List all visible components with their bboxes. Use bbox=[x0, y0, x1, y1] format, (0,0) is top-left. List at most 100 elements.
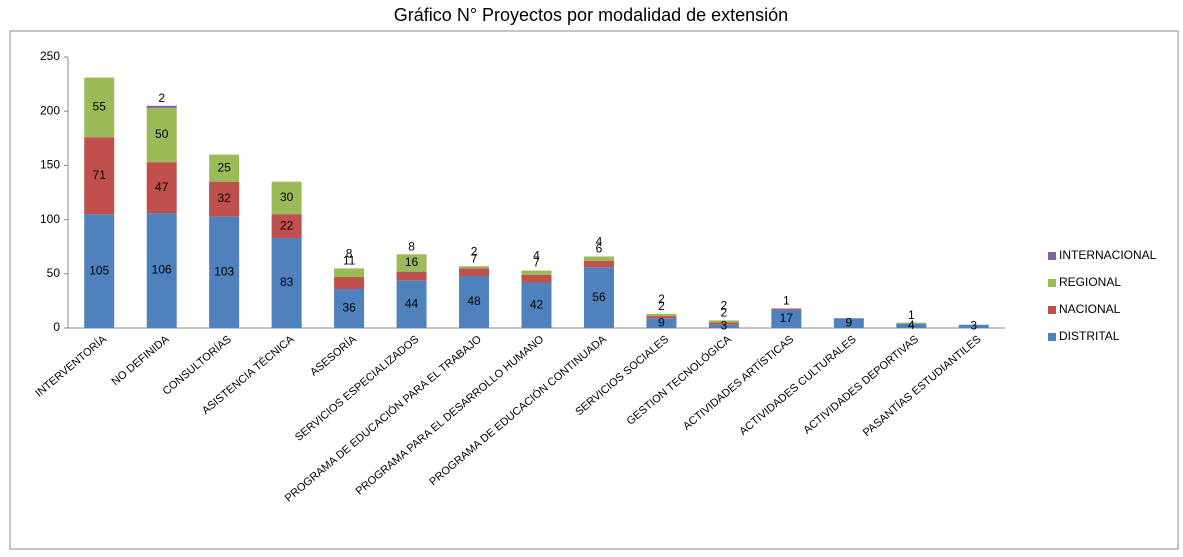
value-label: 47 bbox=[155, 180, 169, 194]
bar-segment bbox=[521, 282, 552, 328]
bar-segment bbox=[896, 323, 927, 328]
bar-segment bbox=[84, 214, 115, 328]
bar-segment bbox=[459, 275, 490, 328]
legend-swatch bbox=[1048, 306, 1056, 314]
y-tick-label: 100 bbox=[40, 212, 60, 226]
bar-segment bbox=[646, 316, 677, 319]
y-tick-label: 200 bbox=[40, 103, 60, 117]
y-tick-label: 150 bbox=[40, 158, 60, 172]
bar-segment bbox=[209, 216, 240, 328]
bar-segment bbox=[583, 260, 614, 268]
bar-segment bbox=[334, 288, 365, 328]
value-label: 42 bbox=[530, 297, 544, 311]
value-label: 2 bbox=[158, 91, 165, 105]
bar-segment bbox=[334, 268, 365, 278]
value-label: 8 bbox=[408, 239, 415, 253]
value-label: 16 bbox=[405, 255, 419, 269]
bar-segment bbox=[521, 274, 552, 283]
bar-segment bbox=[146, 105, 177, 108]
x-tick-label: INTERVENTORÍA bbox=[33, 332, 110, 399]
value-label: 50 bbox=[155, 127, 169, 141]
bar-segment bbox=[146, 107, 177, 163]
value-label: 56 bbox=[592, 290, 606, 304]
value-label: 48 bbox=[467, 294, 481, 308]
legend-label: INTERNACIONAL bbox=[1059, 248, 1157, 262]
value-label: 25 bbox=[217, 160, 231, 174]
value-label: 7 bbox=[471, 251, 478, 265]
bar-segment bbox=[646, 313, 677, 317]
chart-border bbox=[9, 30, 1179, 550]
y-tick-label: 50 bbox=[47, 266, 61, 280]
value-label: 1 bbox=[908, 308, 915, 322]
x-tick-label: PASANTÍAS ESTUDIANTILES bbox=[860, 333, 983, 439]
chart-title: Gráfico N° Proyectos por modalidad de ex… bbox=[394, 5, 788, 25]
value-label: 105 bbox=[89, 263, 109, 277]
bar-segment bbox=[209, 154, 240, 182]
value-label: 1 bbox=[783, 294, 790, 308]
x-tick-label: ACTIVIDADES CULTURALES bbox=[737, 333, 858, 438]
value-label: 44 bbox=[405, 296, 419, 310]
value-label: 11 bbox=[343, 254, 356, 268]
bar-segment bbox=[896, 322, 927, 324]
value-label: 22 bbox=[280, 218, 294, 232]
bar-segment bbox=[583, 256, 614, 261]
bar-segment bbox=[459, 266, 490, 269]
bar-segment bbox=[771, 309, 802, 328]
bar-segment bbox=[708, 324, 739, 328]
value-label: 2 bbox=[471, 244, 478, 258]
value-label: 3 bbox=[721, 319, 728, 333]
bar-segment bbox=[396, 254, 427, 272]
value-label: 9 bbox=[845, 315, 852, 329]
bar-segment bbox=[84, 137, 115, 215]
bar-segment bbox=[958, 324, 989, 328]
value-label: 36 bbox=[342, 301, 356, 315]
x-tick-label: SERVICIOS ESPECIALIZADOS bbox=[293, 333, 421, 443]
bar-segment bbox=[271, 214, 302, 239]
bar-segment bbox=[396, 271, 427, 281]
bar-segment bbox=[146, 213, 177, 328]
value-label: 103 bbox=[214, 264, 234, 278]
x-tick-label: NO DEFINIDA bbox=[109, 333, 172, 388]
value-label: 7 bbox=[533, 256, 540, 270]
bar-segment bbox=[459, 268, 490, 276]
legend-swatch bbox=[1048, 279, 1056, 287]
value-label: 6 bbox=[596, 242, 603, 256]
bar-segment bbox=[521, 270, 552, 275]
bar-segment bbox=[209, 181, 240, 217]
bar-segment bbox=[708, 320, 739, 323]
value-label: 3 bbox=[970, 319, 977, 333]
bar-segment bbox=[84, 77, 115, 138]
legend-label: REGIONAL bbox=[1059, 275, 1121, 289]
value-label: 17 bbox=[780, 311, 794, 325]
value-label: 55 bbox=[93, 100, 107, 114]
bar-segment bbox=[833, 318, 864, 328]
x-tick-label: GESTION TECNOLÓGICA bbox=[624, 332, 734, 428]
bar-segment bbox=[396, 280, 427, 328]
value-label: 30 bbox=[280, 190, 294, 204]
value-label: 8 bbox=[346, 247, 353, 261]
bar-segment bbox=[583, 267, 614, 328]
bar-segment bbox=[771, 308, 802, 310]
bar-segment bbox=[271, 181, 302, 215]
value-label: 2 bbox=[658, 292, 665, 306]
legend-swatch bbox=[1048, 252, 1056, 260]
bar-segment bbox=[334, 277, 365, 289]
legend-swatch bbox=[1048, 333, 1056, 341]
legend-label: DISTRITAL bbox=[1059, 329, 1120, 343]
value-label: 83 bbox=[280, 275, 294, 289]
value-label: 4 bbox=[596, 235, 603, 249]
x-tick-label: ASESORÍA bbox=[307, 332, 359, 379]
y-tick-label: 0 bbox=[53, 320, 60, 334]
bar-segment bbox=[708, 322, 739, 325]
legend-label: NACIONAL bbox=[1059, 302, 1121, 316]
value-label: 2 bbox=[721, 299, 728, 313]
y-tick-label: 250 bbox=[40, 49, 60, 63]
value-label: 71 bbox=[93, 168, 107, 182]
value-label: 32 bbox=[217, 191, 231, 205]
value-label: 2 bbox=[721, 306, 728, 320]
x-tick-label: ACTIVIDADES DEPORTIVAS bbox=[801, 333, 921, 436]
bar-segment bbox=[146, 162, 177, 214]
bar-segment bbox=[646, 318, 677, 328]
value-label: 4 bbox=[533, 249, 540, 263]
